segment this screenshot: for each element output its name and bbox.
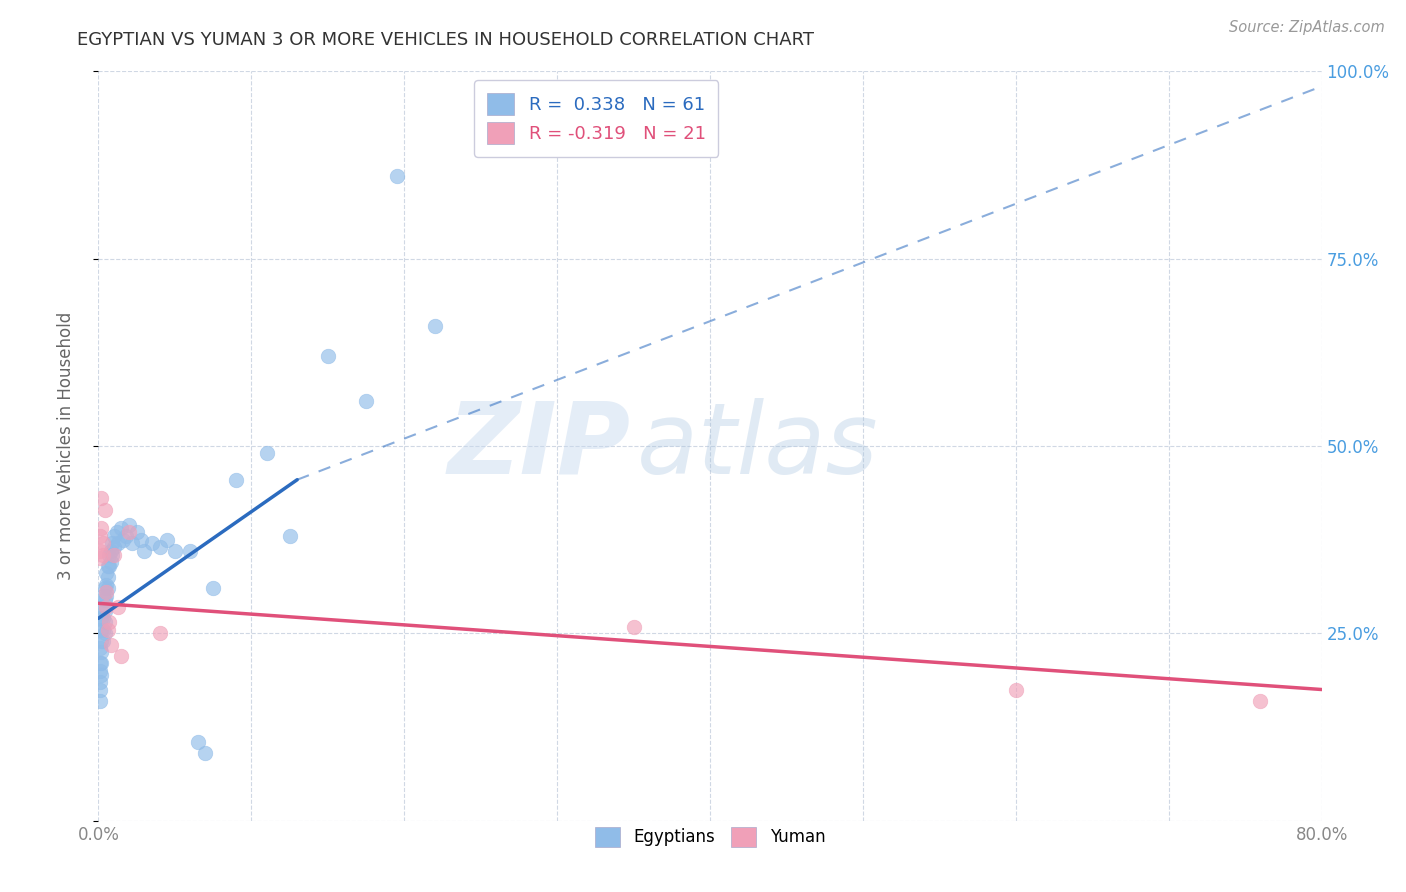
Point xyxy=(93,626,115,640)
Point xyxy=(1004,682,1026,697)
Point xyxy=(107,600,129,615)
Point xyxy=(89,664,111,678)
Point xyxy=(149,540,172,554)
Point xyxy=(103,548,125,562)
Point xyxy=(103,529,125,543)
Point xyxy=(256,446,278,460)
Point xyxy=(89,657,111,671)
Point xyxy=(202,582,225,596)
Point xyxy=(385,169,408,184)
Point xyxy=(100,555,122,569)
Point xyxy=(101,536,124,550)
Point xyxy=(91,536,114,550)
Point xyxy=(316,349,339,363)
Point xyxy=(93,592,115,607)
Y-axis label: 3 or more Vehicles in Household: 3 or more Vehicles in Household xyxy=(56,312,75,580)
Point xyxy=(98,615,121,629)
Point xyxy=(110,648,132,663)
Text: ZIP: ZIP xyxy=(447,398,630,494)
Point xyxy=(100,544,122,558)
Point xyxy=(90,633,112,648)
Point xyxy=(163,544,186,558)
Point xyxy=(94,589,117,603)
Point xyxy=(94,566,117,581)
Point xyxy=(90,657,112,671)
Point xyxy=(90,623,112,637)
Legend: Egyptians, Yuman: Egyptians, Yuman xyxy=(588,820,832,854)
Point xyxy=(89,544,111,558)
Point xyxy=(90,611,112,625)
Point xyxy=(91,623,114,637)
Point xyxy=(118,525,141,540)
Point xyxy=(91,600,114,615)
Point xyxy=(354,394,377,409)
Point xyxy=(423,319,446,334)
Point xyxy=(89,641,111,656)
Point xyxy=(91,633,114,648)
Point xyxy=(93,615,115,629)
Point xyxy=(110,521,132,535)
Point xyxy=(97,623,120,637)
Point xyxy=(141,536,163,550)
Point xyxy=(89,682,111,697)
Point xyxy=(194,746,217,760)
Text: EGYPTIAN VS YUMAN 3 OR MORE VEHICLES IN HOUSEHOLD CORRELATION CHART: EGYPTIAN VS YUMAN 3 OR MORE VEHICLES IN … xyxy=(77,31,814,49)
Point xyxy=(97,558,120,573)
Point xyxy=(90,667,112,681)
Point xyxy=(91,589,114,603)
Point xyxy=(97,582,120,596)
Point xyxy=(101,548,124,562)
Point xyxy=(100,638,122,652)
Point xyxy=(278,529,301,543)
Point xyxy=(118,517,141,532)
Point xyxy=(91,611,114,625)
Point xyxy=(94,585,117,599)
Point xyxy=(91,548,114,562)
Point xyxy=(93,604,115,618)
Point xyxy=(225,473,247,487)
Point xyxy=(107,536,129,550)
Point xyxy=(89,529,111,543)
Point xyxy=(105,525,128,540)
Text: Source: ZipAtlas.com: Source: ZipAtlas.com xyxy=(1229,20,1385,35)
Point xyxy=(115,529,138,543)
Point xyxy=(98,558,121,573)
Point xyxy=(97,570,120,584)
Point xyxy=(121,536,143,550)
Point xyxy=(103,540,125,554)
Point xyxy=(93,502,115,516)
Point xyxy=(187,735,209,749)
Point xyxy=(149,626,172,640)
Point xyxy=(89,694,111,708)
Point xyxy=(90,491,112,506)
Point xyxy=(623,620,645,634)
Point xyxy=(125,525,148,540)
Point xyxy=(94,577,117,591)
Point xyxy=(156,533,179,547)
Text: atlas: atlas xyxy=(637,398,879,494)
Point xyxy=(93,582,115,596)
Point xyxy=(90,645,112,659)
Point xyxy=(1249,694,1271,708)
Point xyxy=(94,600,117,615)
Point xyxy=(98,548,121,562)
Point xyxy=(89,675,111,690)
Point xyxy=(134,544,156,558)
Point xyxy=(111,533,134,547)
Point xyxy=(179,544,201,558)
Point xyxy=(129,533,152,547)
Point xyxy=(90,521,112,535)
Point xyxy=(89,551,111,566)
